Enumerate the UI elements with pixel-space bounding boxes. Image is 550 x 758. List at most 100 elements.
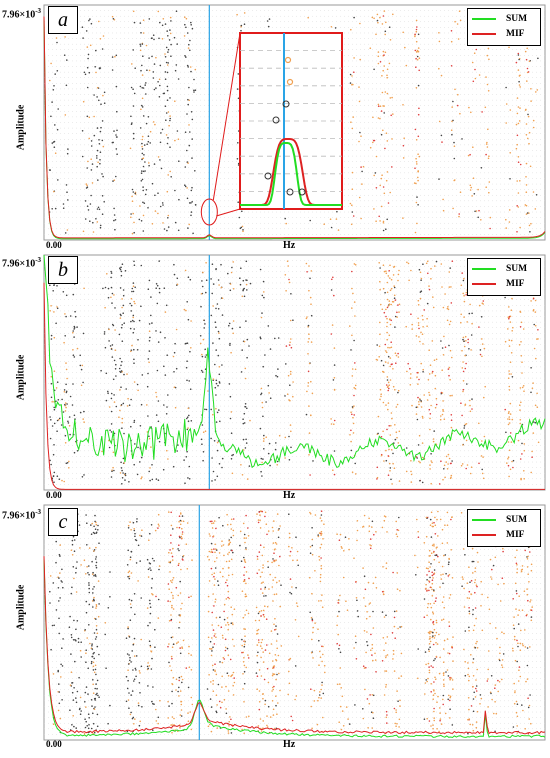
stability-dot xyxy=(296,605,299,608)
stability-dot xyxy=(469,723,472,726)
stability-dot xyxy=(132,316,134,319)
stability-dot xyxy=(93,671,96,674)
stability-dot xyxy=(434,554,437,557)
stability-dot xyxy=(190,21,192,24)
stability-dot xyxy=(398,269,400,272)
stability-dot xyxy=(351,188,354,190)
stability-dot xyxy=(429,428,431,431)
stability-dot xyxy=(147,415,149,417)
stability-dot xyxy=(50,62,52,65)
stability-dot xyxy=(309,219,312,222)
stability-dot xyxy=(237,201,239,203)
stability-dot xyxy=(508,411,510,413)
stability-dot xyxy=(349,73,352,76)
stability-dot xyxy=(192,232,194,235)
stability-dot xyxy=(186,149,188,152)
stability-dot xyxy=(149,599,151,602)
stability-dot xyxy=(521,453,523,455)
stability-dot xyxy=(88,137,90,140)
stability-dot xyxy=(382,186,385,188)
stability-dot xyxy=(95,693,97,696)
stability-dot xyxy=(97,580,100,582)
stability-dot xyxy=(419,271,422,274)
stability-dot xyxy=(388,26,391,29)
stability-dot xyxy=(259,718,262,720)
stability-dot xyxy=(221,457,224,460)
stability-dot xyxy=(436,643,439,645)
stability-dot xyxy=(228,322,231,325)
stability-dot xyxy=(94,66,96,68)
stability-dot xyxy=(428,643,431,645)
stability-dot xyxy=(415,413,418,415)
stability-dot xyxy=(438,178,440,180)
stability-dot xyxy=(141,148,144,150)
stability-dot xyxy=(171,555,174,558)
stability-dot xyxy=(386,76,389,79)
stability-dot xyxy=(274,448,277,451)
stability-dot xyxy=(95,575,97,577)
stability-dot xyxy=(76,347,79,350)
stability-dot xyxy=(141,97,144,100)
stability-dot xyxy=(215,548,217,550)
stability-dot xyxy=(103,331,106,333)
stability-dot xyxy=(92,683,94,686)
stability-dot xyxy=(221,675,223,678)
stability-dot xyxy=(137,339,139,341)
legend-c: SUM MIF xyxy=(467,509,541,547)
stability-dot xyxy=(113,394,115,396)
panel-b: 7.96×10-3 Amplitude 0.00 Hz b SUM MIF xyxy=(0,250,550,501)
stability-dot xyxy=(191,157,193,159)
stability-dot xyxy=(79,547,81,549)
stability-dot xyxy=(127,571,130,574)
stability-dot xyxy=(390,341,393,343)
stability-dot xyxy=(272,714,275,716)
stability-dot xyxy=(520,629,522,632)
stability-dot xyxy=(451,645,453,648)
stability-dot xyxy=(59,597,61,599)
stability-dot xyxy=(417,322,420,324)
stability-dot xyxy=(516,143,518,146)
stability-dot xyxy=(112,466,114,469)
stability-dot xyxy=(146,404,148,406)
stability-dot xyxy=(187,477,189,479)
stability-dot xyxy=(471,547,474,550)
stability-dot xyxy=(415,30,418,33)
stability-dot xyxy=(132,521,135,524)
stability-dot xyxy=(433,681,435,683)
stability-dot xyxy=(101,195,104,197)
stability-dot xyxy=(529,601,531,603)
stability-dot xyxy=(277,529,280,531)
stability-dot xyxy=(57,587,60,589)
stability-dot xyxy=(245,320,247,322)
stability-dot xyxy=(142,165,145,168)
stability-dot xyxy=(73,356,76,358)
stability-dot xyxy=(426,590,428,592)
stability-dot xyxy=(56,41,58,44)
stability-dot xyxy=(386,218,389,221)
stability-dot xyxy=(111,292,114,295)
stability-dot xyxy=(529,551,531,553)
stability-dot xyxy=(341,710,344,712)
stability-dot xyxy=(229,541,232,544)
stability-dot xyxy=(159,64,162,67)
stability-dot xyxy=(56,419,59,422)
stability-dot xyxy=(333,347,336,349)
stability-dot xyxy=(214,321,217,323)
stability-dot xyxy=(86,184,88,187)
stability-dot xyxy=(87,667,89,670)
stability-dot xyxy=(245,571,248,573)
stability-dot xyxy=(517,439,520,442)
stability-dot xyxy=(270,643,273,645)
stability-dot xyxy=(179,536,181,539)
stability-dot xyxy=(140,172,143,174)
stability-dot xyxy=(133,680,135,682)
stability-dot xyxy=(337,633,340,636)
stability-dot xyxy=(210,542,213,545)
stability-dot xyxy=(320,697,323,699)
stability-dot xyxy=(261,638,264,641)
stability-dot xyxy=(481,629,484,632)
stability-dot xyxy=(515,608,517,610)
stability-dot xyxy=(92,669,95,671)
stability-dot xyxy=(242,230,244,233)
stability-dot xyxy=(168,551,170,554)
